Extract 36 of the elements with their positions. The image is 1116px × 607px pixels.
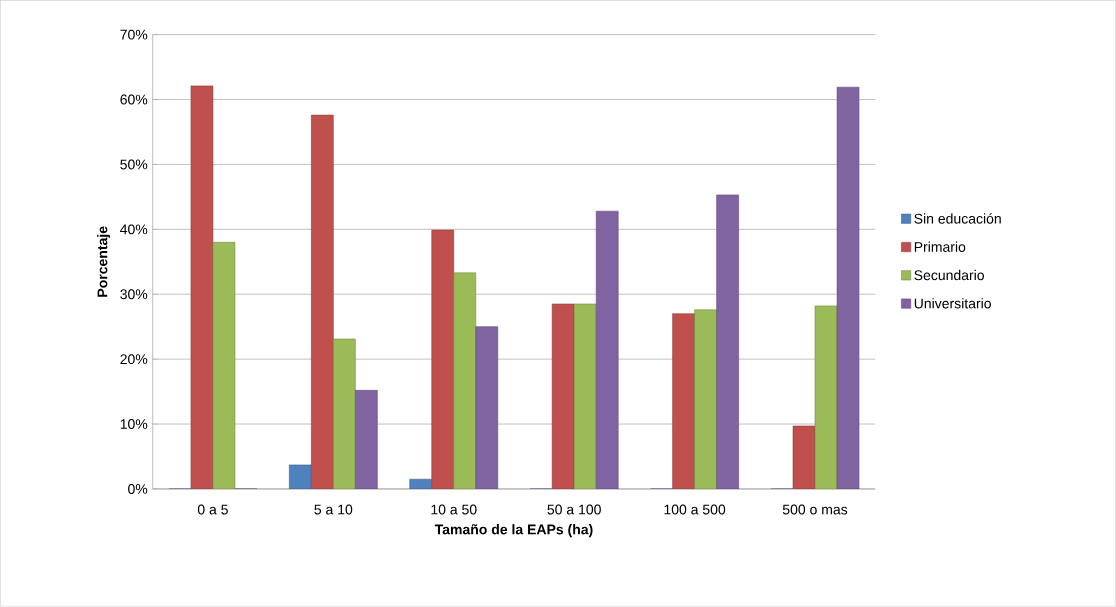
bar: [814, 305, 838, 490]
bar: [475, 326, 499, 490]
bar: [694, 309, 717, 490]
legend-label: Primario: [914, 241, 966, 253]
x-tick-label: 100 a 500: [664, 504, 726, 515]
legend-label: Universitario: [914, 298, 991, 309]
y-tick-label: 60%: [120, 94, 148, 105]
bar: [431, 229, 455, 490]
x-tick-label: 50 a 100: [547, 504, 601, 515]
bar: [836, 87, 860, 490]
y-tick-label: 30%: [120, 289, 148, 300]
x-tick-label: 0 a 5: [197, 504, 228, 515]
y-tick-label: 0%: [128, 484, 148, 495]
y-tick-label: 40%: [120, 224, 148, 235]
y-tick-label: 20%: [120, 354, 148, 365]
bar: [453, 272, 477, 490]
bar: [595, 211, 619, 490]
x-tick-label: 5 a 10: [314, 504, 353, 515]
y-tick-label: 70%: [120, 29, 148, 40]
x-axis-title: Tamaño de la EAPs (ha): [434, 524, 593, 538]
y-axis-title: Porcentaje: [97, 226, 111, 297]
bar: [716, 194, 739, 490]
bar: [333, 338, 356, 490]
bar: [311, 115, 334, 490]
bar: [551, 303, 575, 490]
bar: [212, 242, 236, 490]
bar: [190, 85, 214, 490]
y-tick-label: 50%: [120, 159, 148, 170]
x-tick-label: 10 a 50: [431, 504, 477, 515]
bar: [672, 313, 695, 490]
legend-label: Secundario: [914, 270, 984, 281]
bar: [573, 303, 597, 490]
legend-label: Sin educación: [914, 213, 1001, 224]
y-tick-label: 10%: [120, 419, 148, 430]
bar: [355, 390, 378, 490]
x-tick-label: 500 o mas: [782, 504, 848, 515]
